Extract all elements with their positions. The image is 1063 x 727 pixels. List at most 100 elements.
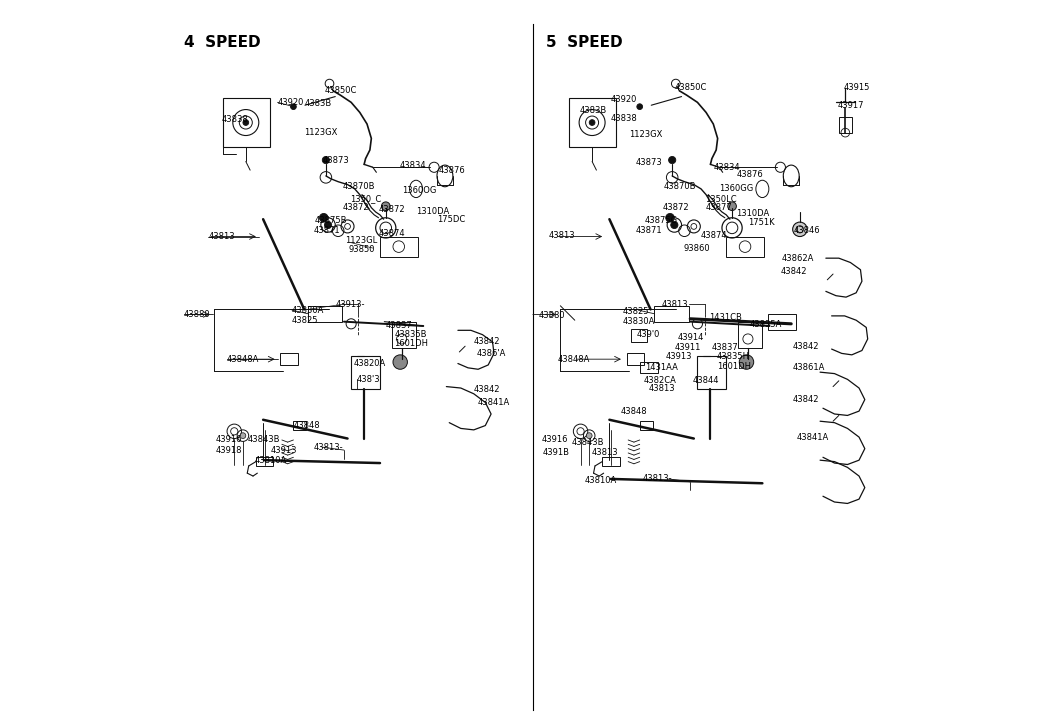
Text: 43861A: 43861A [793, 364, 825, 372]
Bar [351, 356, 379, 390]
Text: 43920: 43920 [611, 95, 637, 104]
Circle shape [665, 214, 674, 222]
Text: 43875B: 43875B [315, 216, 348, 225]
Text: 43810A: 43810A [254, 456, 287, 465]
Text: 1350_C: 1350_C [350, 195, 381, 204]
Text: 43835B: 43835B [394, 330, 427, 339]
Text: 43848A: 43848A [557, 355, 590, 364]
Circle shape [589, 120, 595, 126]
Text: 43916: 43916 [216, 435, 242, 444]
Text: 43875G: 43875G [645, 216, 678, 225]
Text: 43848: 43848 [293, 421, 320, 430]
Text: 1601DH: 1601DH [394, 339, 428, 348]
Text: 43838: 43838 [611, 113, 638, 123]
Text: 43871: 43871 [314, 226, 340, 236]
Bar [839, 117, 851, 132]
Circle shape [322, 156, 330, 164]
Text: 43830A: 43830A [623, 317, 655, 326]
Text: 43838: 43838 [221, 115, 248, 124]
Bar [640, 362, 658, 373]
Text: 175DC: 175DC [437, 214, 466, 224]
Text: 43870B: 43870B [342, 182, 375, 190]
Text: 5  SPEED: 5 SPEED [546, 35, 623, 50]
Text: 43862A: 43862A [782, 254, 814, 262]
Text: 43911: 43911 [674, 343, 701, 352]
Text: 93860: 93860 [684, 244, 710, 252]
Text: 43914: 43914 [678, 333, 705, 342]
Text: 43913: 43913 [665, 352, 692, 361]
Text: 43835H: 43835H [716, 352, 749, 361]
Bar [256, 457, 273, 466]
Bar [569, 98, 615, 147]
Bar [697, 356, 726, 390]
Text: 43813: 43813 [648, 384, 675, 393]
Text: 43915: 43915 [843, 84, 870, 92]
Text: 43825: 43825 [623, 307, 648, 316]
Circle shape [671, 222, 678, 228]
Circle shape [240, 433, 246, 438]
Text: 43842: 43842 [780, 267, 807, 276]
Text: 1360OG: 1360OG [402, 186, 436, 195]
Bar [631, 329, 647, 342]
Text: 43871: 43871 [636, 226, 662, 236]
Text: 43872: 43872 [378, 204, 405, 214]
Text: 43880: 43880 [184, 310, 210, 319]
Circle shape [728, 202, 737, 211]
Text: 1123GX: 1123GX [304, 128, 338, 137]
Bar [640, 421, 653, 430]
Text: 43842: 43842 [793, 395, 820, 404]
Text: 43835A: 43835A [749, 320, 781, 329]
Text: 43820A: 43820A [353, 359, 386, 368]
Text: 43876: 43876 [438, 166, 466, 174]
Text: 43848: 43848 [620, 406, 647, 416]
Text: 1350LC: 1350LC [705, 195, 737, 204]
Text: 43874: 43874 [378, 229, 405, 238]
Circle shape [319, 214, 328, 222]
Text: 1123GL: 1123GL [345, 236, 377, 245]
Text: 43916: 43916 [542, 435, 568, 444]
Bar [379, 236, 418, 257]
Text: 43813-: 43813- [643, 475, 672, 483]
Circle shape [243, 120, 249, 126]
Text: 43846: 43846 [794, 226, 821, 236]
Bar [738, 321, 762, 348]
Circle shape [739, 355, 754, 369]
Text: 43870B: 43870B [663, 182, 696, 190]
Circle shape [290, 104, 297, 110]
Text: 1431CB: 1431CB [709, 313, 742, 322]
Text: 1751K: 1751K [748, 217, 775, 227]
Text: 1310DA: 1310DA [737, 209, 770, 218]
Text: 43918: 43918 [216, 446, 242, 454]
Bar [308, 306, 342, 321]
Circle shape [382, 202, 390, 211]
Text: 4382CA: 4382CA [644, 377, 677, 385]
Bar [293, 421, 306, 430]
Bar [281, 353, 298, 365]
Text: 43813: 43813 [661, 300, 688, 309]
Text: 43913: 43913 [270, 446, 297, 454]
Text: 439'0: 439'0 [637, 330, 660, 339]
Text: 43813: 43813 [208, 232, 235, 241]
Bar [726, 236, 764, 257]
Text: 43813: 43813 [549, 230, 575, 240]
Text: 4386'A: 4386'A [476, 349, 506, 358]
Circle shape [637, 104, 643, 110]
Text: 43837: 43837 [386, 321, 412, 331]
Text: 1360GG: 1360GG [719, 185, 754, 193]
Text: 438'3: 438'3 [357, 375, 381, 384]
Text: 43877: 43877 [706, 203, 732, 212]
Text: 43874: 43874 [701, 230, 727, 240]
Text: 93850: 93850 [349, 245, 375, 254]
Bar [603, 457, 620, 466]
Text: 43873: 43873 [322, 156, 349, 164]
Text: 43837: 43837 [712, 343, 739, 352]
Text: 43873: 43873 [636, 158, 663, 167]
Text: 43830A: 43830A [292, 305, 324, 315]
Text: 1431AA: 1431AA [645, 364, 677, 372]
Text: 43825: 43825 [292, 316, 319, 325]
Text: 43841A: 43841A [478, 398, 510, 407]
Text: 43813: 43813 [592, 449, 619, 457]
Text: 1601DH: 1601DH [716, 362, 750, 371]
Text: 43913-: 43913- [335, 300, 365, 309]
Circle shape [587, 433, 592, 438]
